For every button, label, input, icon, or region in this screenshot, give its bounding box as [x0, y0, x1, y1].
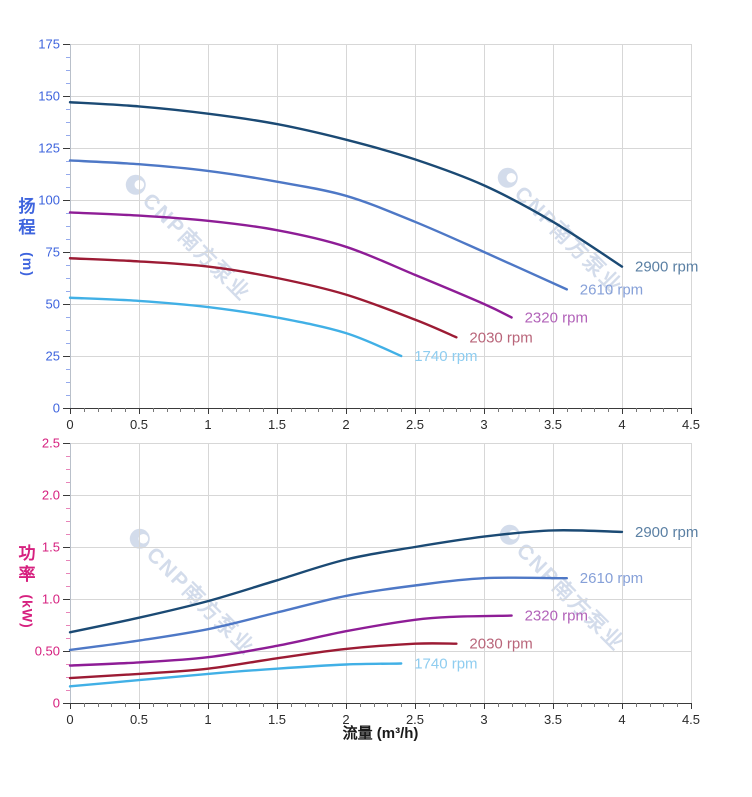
x-tick-label: 3: [480, 417, 487, 432]
x-tick-label: 0: [66, 417, 73, 432]
x-tick-label: 4: [618, 417, 625, 432]
curve-2900-rpm: [68, 101, 624, 268]
x-tick-label: 1: [204, 712, 211, 727]
x-tick-label: 2.5: [406, 712, 424, 727]
cnp-swirl-logo-icon: [497, 167, 518, 188]
y-tick-label: 50: [46, 297, 60, 312]
y-tick-label: 25: [46, 349, 60, 364]
curve-1740-rpm: [68, 662, 403, 688]
axes-spines: [69, 443, 691, 705]
curve-2320-rpm: [68, 614, 513, 667]
head-axis-title: 扬 程 (m): [12, 196, 42, 277]
y-tick-label: 0: [53, 401, 60, 416]
head-axis-title-char: 程: [18, 218, 36, 237]
curve-2610-rpm: [68, 159, 568, 291]
y-tick-label: 100: [38, 193, 60, 208]
x-tick-label: 4.5: [682, 417, 700, 432]
x-axis: 0 0.5 1 1.5 2 2.5 3 3.5 4 4.5: [66, 408, 700, 432]
y-tick-label: 1.5: [42, 540, 60, 555]
curve-label-2610-rpm: 2610 rpm: [580, 570, 643, 587]
y-tick-label: 125: [38, 141, 60, 156]
curve-1740-rpm: [68, 296, 403, 358]
x-tick-label: 0.5: [130, 712, 148, 727]
power-axis-title-char: 率: [18, 565, 36, 584]
curve-label-2900-rpm: 2900 rpm: [635, 524, 698, 541]
y-tick-label: 150: [38, 89, 60, 104]
head-axis-unit: (m): [19, 252, 36, 277]
x-tick-label: 2.5: [406, 417, 424, 432]
curve-2320-rpm: [68, 211, 513, 319]
curve-2030-rpm: [68, 642, 458, 680]
x-tick-label: 3: [480, 712, 487, 727]
curve-2900-rpm: [68, 529, 624, 634]
power-axis-unit: (kW): [19, 594, 36, 629]
y-tick-label: 175: [38, 37, 60, 52]
curve-label-2900-rpm: 2900 rpm: [635, 259, 698, 276]
x-tick-label: 2: [342, 712, 349, 727]
grid: [70, 44, 692, 408]
y-tick-label: 0.50: [35, 644, 60, 659]
head-axis-title-char: 扬: [18, 197, 36, 216]
x-tick-label: 4.5: [682, 712, 700, 727]
x-tick-label: 0: [66, 712, 73, 727]
watermark: CNP南方泵业: [489, 159, 630, 300]
curve-label-1740-rpm: 1740 rpm: [414, 655, 477, 672]
grid: [70, 443, 692, 703]
x-tick-label: 2: [342, 417, 349, 432]
power-chart: 0 0.50 1.0 1.5 2.0 2.5 0 0.5 1 1.5 2 2.5 3 3.5 4 4.5 290…: [35, 436, 700, 728]
x-tick-label: 3.5: [544, 417, 562, 432]
curve-label-2320-rpm: 2320 rpm: [525, 608, 588, 625]
curve-2610-rpm: [68, 576, 568, 652]
y-tick-label: 75: [46, 245, 60, 260]
x-tick-label: 0.5: [130, 417, 148, 432]
x-tick-label: 4: [618, 712, 625, 727]
x-axis: 0 0.5 1 1.5 2 2.5 3 3.5 4 4.5: [66, 703, 700, 727]
curve-label-2030-rpm: 2030 rpm: [469, 329, 532, 346]
y-tick-label: 2.5: [42, 436, 60, 451]
curve-label-2610-rpm: 2610 rpm: [580, 281, 643, 298]
x-tick-label: 1.5: [268, 712, 286, 727]
x-tick-label: 1: [204, 417, 211, 432]
y-axis: 0 25 50 75 100 125 150 175: [38, 37, 70, 416]
curve-label-2030-rpm: 2030 rpm: [469, 636, 532, 653]
power-axis-title-char: 功: [18, 544, 36, 563]
x-tick-label: 1.5: [268, 417, 286, 432]
flow-axis-title: 流量 (m³/h): [342, 725, 419, 742]
y-tick-label: 0: [53, 696, 60, 711]
power-axis-title: 功 率 (kW): [12, 543, 42, 629]
axes-spines: [69, 44, 691, 410]
y-tick-label: 2.0: [42, 488, 60, 503]
series-curves: 2900 rpm 2610 rpm 2320 rpm 2030 rpm 1740 rpm: [68, 101, 698, 365]
y-tick-label: 1.0: [42, 592, 60, 607]
head-chart: 0 25 50 75 100 125 150 175 0 0.5 1 1.5 2 2.5 3 3.5 4 4.5 2…: [38, 37, 700, 433]
y-axis: 0 0.50 1.0 1.5 2.0 2.5: [35, 436, 70, 711]
series-curves: 2900 rpm 2610 rpm 2320 rpm 2030 rpm 1740 rpm: [68, 524, 698, 688]
curve-label-2320-rpm: 2320 rpm: [525, 310, 588, 327]
curve-2030-rpm: [68, 257, 458, 339]
x-tick-label: 3.5: [544, 712, 562, 727]
curve-label-1740-rpm: 1740 rpm: [414, 348, 477, 365]
